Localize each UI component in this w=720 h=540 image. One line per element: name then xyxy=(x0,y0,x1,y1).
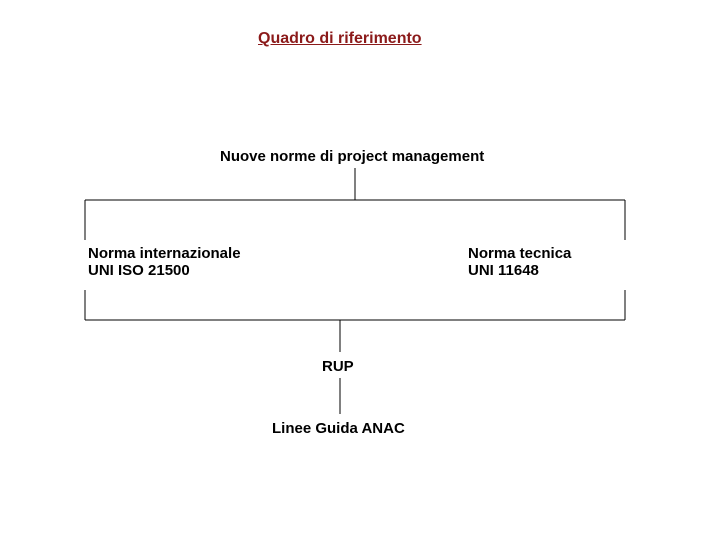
node-root: Nuove norme di project management xyxy=(220,148,484,165)
node-norma-internazionale: Norma internazionale UNI ISO 21500 xyxy=(88,245,241,279)
node-rup: RUP xyxy=(322,358,354,375)
node-norma-tecnica: Norma tecnica UNI 11648 xyxy=(468,245,571,279)
node-linee-guida-anac: Linee Guida ANAC xyxy=(272,420,405,437)
diagram-title: Quadro di riferimento xyxy=(258,30,422,48)
